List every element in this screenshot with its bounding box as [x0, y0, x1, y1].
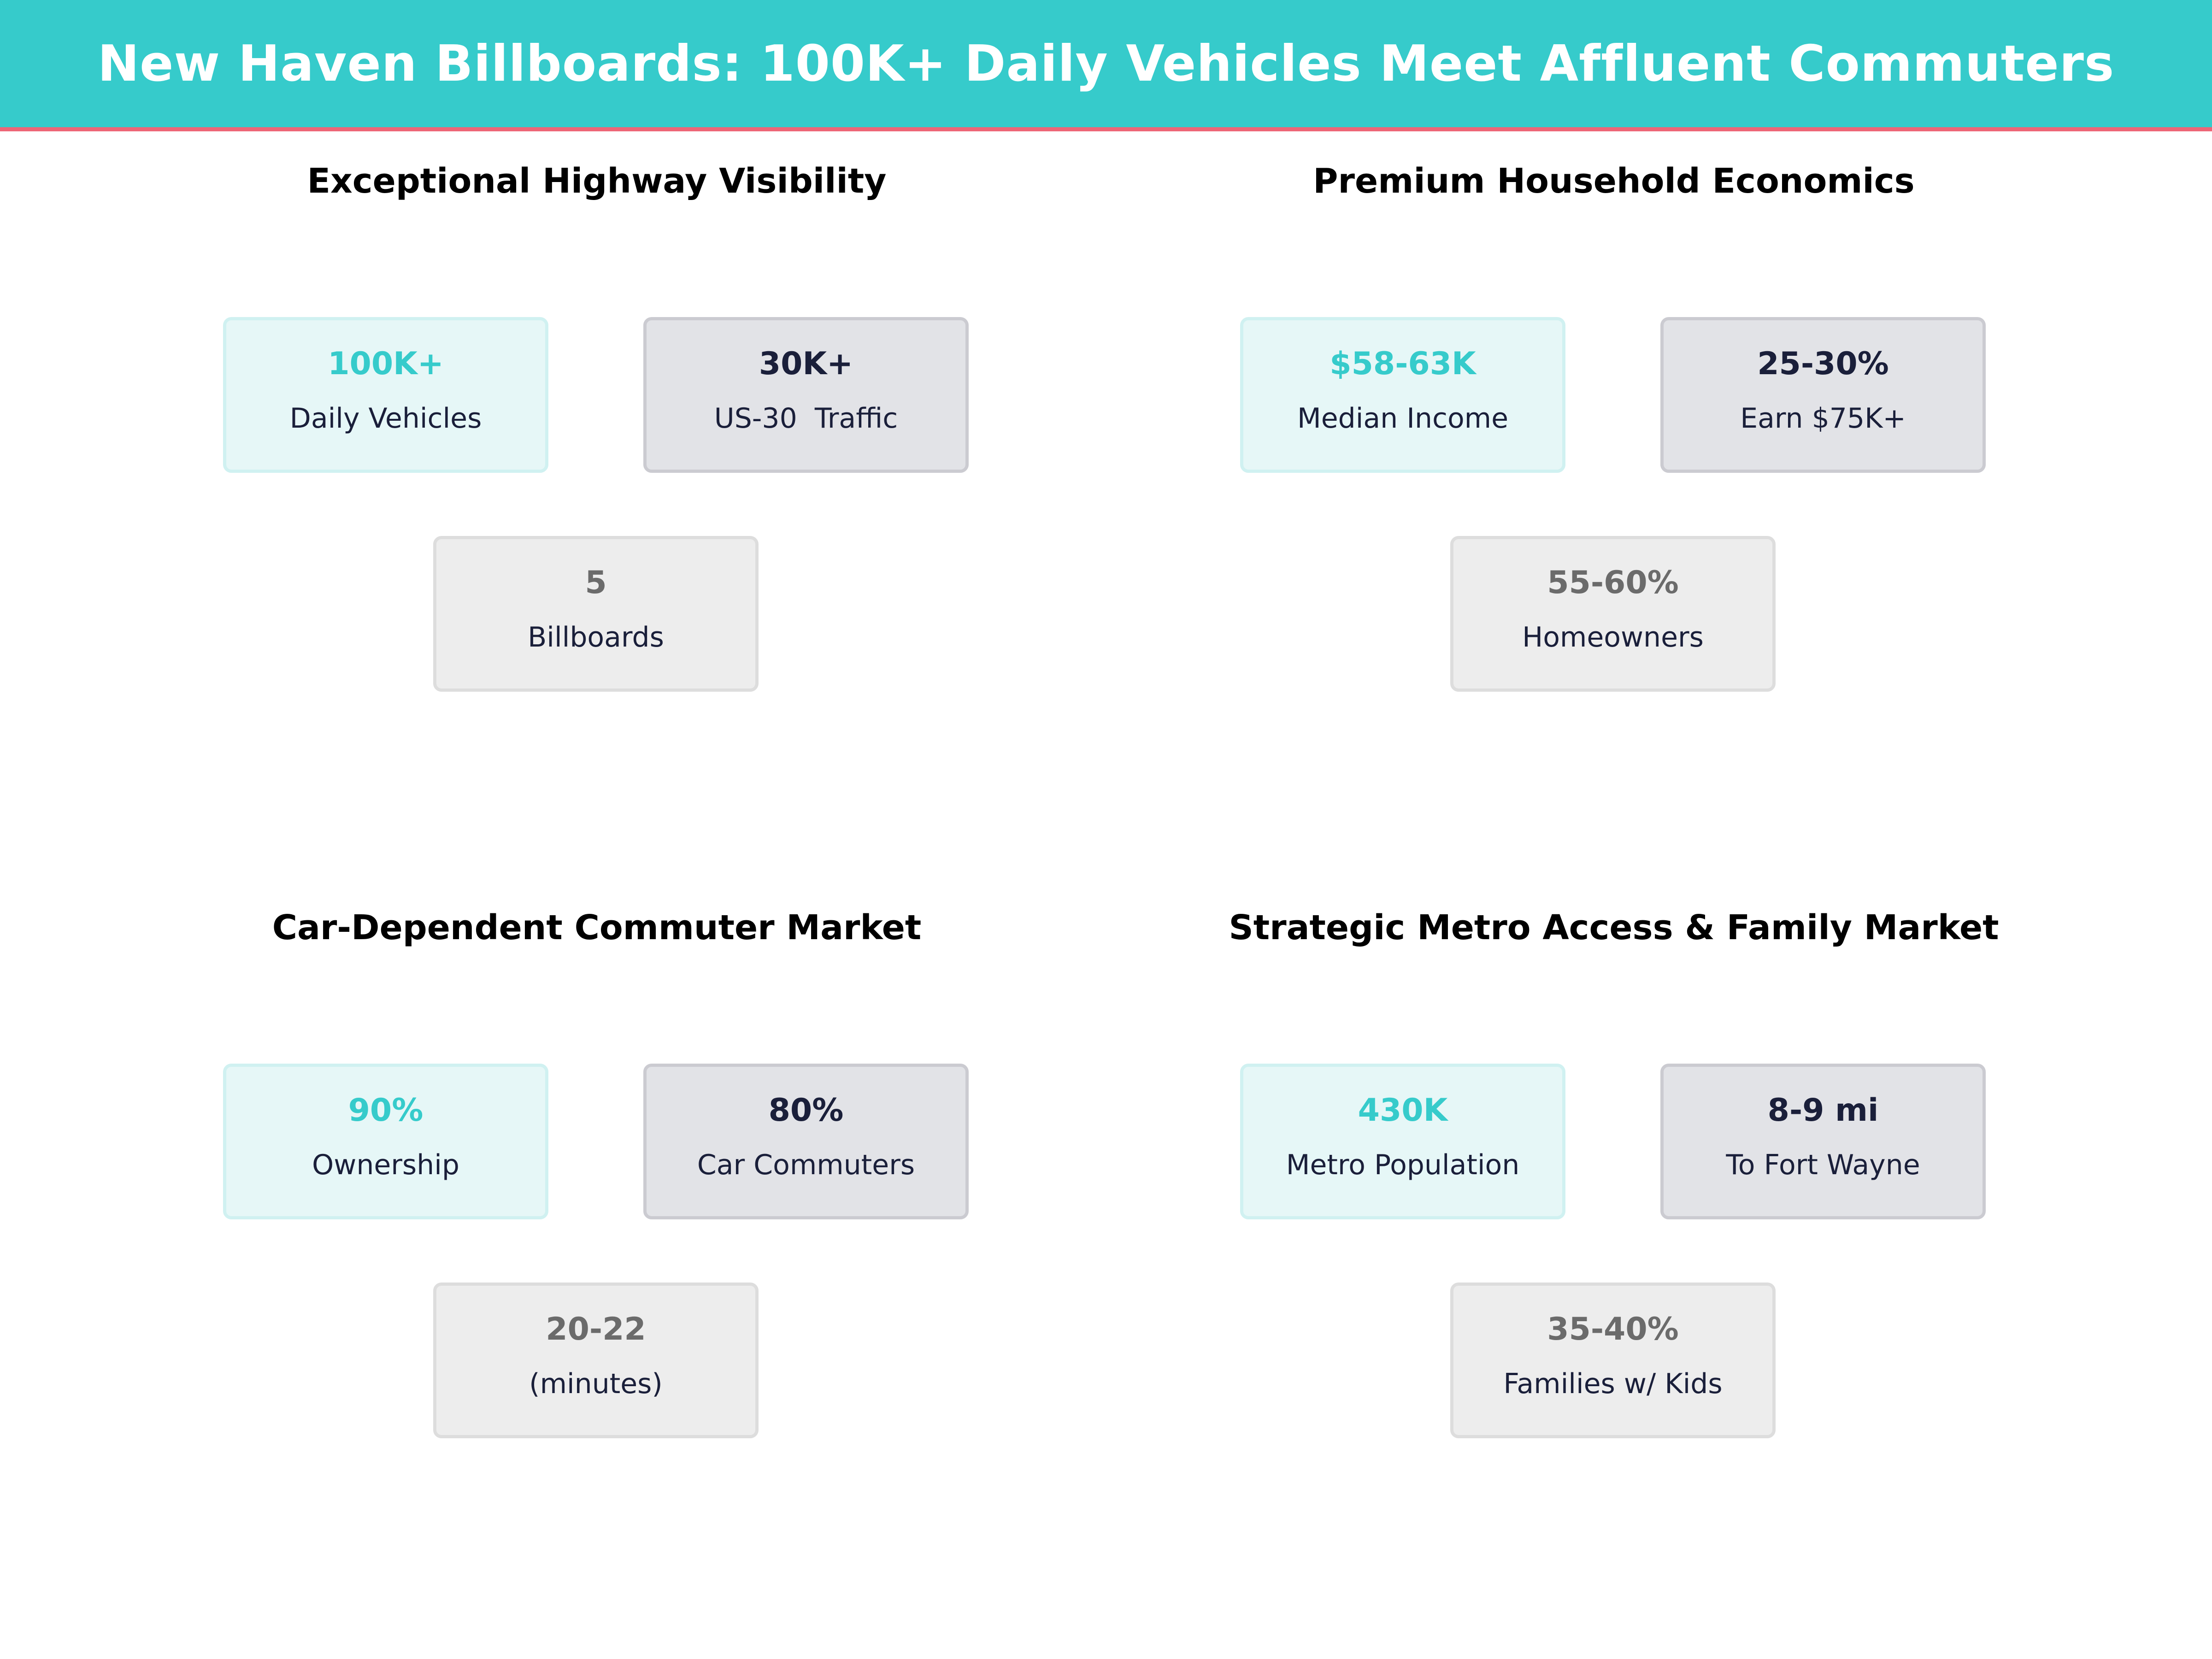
stat-card-primary: 100K+ Daily Vehicles [223, 317, 548, 473]
stat-value: 430K [1358, 1092, 1448, 1129]
stat-value: 90% [348, 1092, 424, 1129]
stat-label: Car Commuters [697, 1149, 915, 1181]
stat-label: Median Income [1297, 402, 1509, 435]
stat-card-secondary: 80% Car Commuters [643, 1064, 969, 1219]
panel-title: Premium Household Economics [1313, 161, 1915, 201]
header-banner: New Haven Billboards: 100K+ Daily Vehicl… [0, 0, 2212, 131]
panel-title: Car-Dependent Commuter Market [272, 908, 922, 947]
stat-card-tertiary: 35-40% Families w/ Kids [1450, 1282, 1776, 1438]
stat-label: Homeowners [1522, 621, 1704, 653]
stat-value: 5 [585, 565, 607, 601]
stat-card-secondary: 30K+ US-30 Traffic [643, 317, 969, 473]
stat-value: 55-60% [1547, 565, 1679, 601]
panel-highway-visibility: Exceptional Highway Visibility 100K+ Dail… [0, 0, 1106, 747]
panel-commuter-market: Car-Dependent Commuter Market 90% Ownersh… [0, 747, 1106, 1493]
stat-card-primary: 430K Metro Population [1240, 1064, 1565, 1219]
stat-card-tertiary: 5 Billboards [433, 536, 759, 692]
stat-value: $58-63K [1330, 346, 1476, 382]
stat-label: US-30 Traffic [714, 402, 898, 435]
stat-card-tertiary: 55-60% Homeowners [1450, 536, 1776, 692]
stat-label: Billboards [528, 621, 664, 653]
stat-card-secondary: 8-9 mi To Fort Wayne [1660, 1064, 1986, 1219]
stat-label: To Fort Wayne [1726, 1149, 1920, 1181]
panel-title: Strategic Metro Access & Family Market [1229, 908, 1999, 947]
panel-title: Exceptional Highway Visibility [307, 161, 887, 201]
stat-value: 35-40% [1547, 1311, 1679, 1347]
stat-value: 8-9 mi [1767, 1092, 1879, 1129]
stat-value: 80% [768, 1092, 844, 1129]
stat-label: Earn $75K+ [1740, 402, 1906, 435]
stat-value: 20-22 [546, 1311, 646, 1347]
stat-label: (minutes) [529, 1368, 663, 1400]
stat-value: 25-30% [1757, 346, 1889, 382]
stat-label: Ownership [312, 1149, 459, 1181]
stat-card-tertiary: 20-22 (minutes) [433, 1282, 759, 1438]
stat-card-secondary: 25-30% Earn $75K+ [1660, 317, 1986, 473]
stat-value: 30K+ [759, 346, 853, 382]
stat-label: Metro Population [1286, 1149, 1520, 1181]
stat-value: 100K+ [328, 346, 444, 382]
stat-label: Daily Vehicles [289, 402, 482, 435]
panel-household-economics: Premium Household Economics $58-63K Media… [1017, 0, 2123, 747]
panel-metro-family-market: Strategic Metro Access & Family Market 4… [1017, 747, 2123, 1493]
page-title: New Haven Billboards: 100K+ Daily Vehicl… [97, 35, 2115, 93]
stat-card-primary: 90% Ownership [223, 1064, 548, 1219]
stat-card-primary: $58-63K Median Income [1240, 317, 1565, 473]
stat-label: Families w/ Kids [1503, 1368, 1723, 1400]
